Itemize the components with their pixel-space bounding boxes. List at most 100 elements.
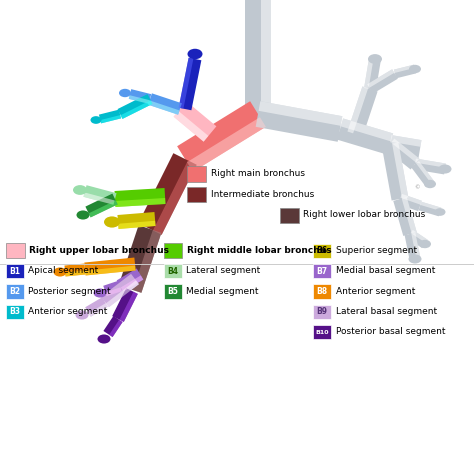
PathPatch shape	[179, 58, 193, 109]
PathPatch shape	[173, 111, 209, 142]
Ellipse shape	[435, 208, 446, 216]
PathPatch shape	[391, 135, 421, 147]
PathPatch shape	[89, 303, 108, 317]
PathPatch shape	[398, 194, 422, 211]
Ellipse shape	[91, 116, 101, 124]
Text: B1: B1	[9, 267, 20, 275]
Text: Right upper lobar bronchus: Right upper lobar bronchus	[29, 246, 169, 255]
PathPatch shape	[103, 281, 122, 296]
PathPatch shape	[64, 264, 85, 276]
PathPatch shape	[392, 143, 409, 199]
Text: Anterior segment: Anterior segment	[336, 287, 415, 295]
Text: Medial basal segment: Medial basal segment	[336, 266, 435, 275]
Text: Lateral segment: Lateral segment	[186, 266, 261, 275]
PathPatch shape	[100, 115, 121, 123]
PathPatch shape	[411, 161, 434, 187]
PathPatch shape	[255, 101, 342, 142]
PathPatch shape	[115, 188, 165, 207]
Text: B7: B7	[316, 267, 328, 275]
PathPatch shape	[118, 212, 155, 229]
PathPatch shape	[120, 100, 153, 119]
Text: Right middle lobar bronchus: Right middle lobar bronchus	[187, 246, 332, 255]
Bar	[164, 284, 182, 299]
PathPatch shape	[411, 233, 420, 259]
Bar	[6, 264, 24, 278]
Ellipse shape	[76, 210, 90, 219]
Text: Superior segment: Superior segment	[336, 246, 417, 255]
PathPatch shape	[364, 58, 381, 90]
Ellipse shape	[54, 267, 66, 276]
Ellipse shape	[419, 240, 431, 248]
PathPatch shape	[118, 225, 161, 293]
Text: Medial segment: Medial segment	[186, 287, 259, 295]
PathPatch shape	[173, 101, 217, 142]
PathPatch shape	[382, 143, 409, 201]
PathPatch shape	[109, 320, 123, 337]
PathPatch shape	[410, 230, 428, 243]
Bar	[313, 325, 331, 339]
PathPatch shape	[337, 118, 393, 155]
PathPatch shape	[89, 201, 118, 218]
Text: B9: B9	[316, 308, 328, 316]
PathPatch shape	[84, 257, 136, 275]
Ellipse shape	[188, 49, 202, 59]
Text: B2: B2	[9, 287, 20, 296]
PathPatch shape	[420, 202, 441, 211]
PathPatch shape	[386, 138, 419, 170]
PathPatch shape	[367, 69, 398, 94]
PathPatch shape	[261, 0, 271, 114]
Text: Right main bronchus: Right main bronchus	[211, 169, 305, 178]
PathPatch shape	[415, 159, 446, 168]
PathPatch shape	[103, 316, 123, 337]
Text: B3: B3	[9, 308, 20, 316]
Ellipse shape	[409, 65, 421, 73]
PathPatch shape	[129, 95, 150, 104]
Bar	[164, 243, 182, 258]
Bar	[164, 264, 182, 278]
Text: Anterior segment: Anterior segment	[28, 307, 108, 316]
PathPatch shape	[179, 58, 201, 110]
PathPatch shape	[148, 93, 182, 115]
Text: Posterior segment: Posterior segment	[28, 287, 111, 295]
PathPatch shape	[177, 101, 266, 172]
PathPatch shape	[85, 265, 136, 275]
PathPatch shape	[119, 292, 138, 322]
PathPatch shape	[99, 109, 121, 123]
PathPatch shape	[414, 159, 446, 174]
PathPatch shape	[85, 297, 108, 317]
Text: Right lower lobar bronchus: Right lower lobar bronchus	[303, 210, 426, 219]
Bar	[280, 208, 299, 223]
Bar	[313, 305, 331, 319]
Bar	[6, 243, 25, 258]
PathPatch shape	[118, 221, 155, 229]
PathPatch shape	[85, 193, 118, 218]
PathPatch shape	[83, 185, 117, 205]
Text: Intermediate bronchus: Intermediate bronchus	[211, 190, 314, 199]
PathPatch shape	[393, 197, 417, 236]
Text: Apical segment: Apical segment	[28, 266, 99, 275]
Bar	[313, 264, 331, 278]
PathPatch shape	[364, 58, 374, 89]
PathPatch shape	[389, 135, 421, 158]
Ellipse shape	[73, 185, 87, 195]
Bar	[313, 284, 331, 299]
Bar	[187, 166, 206, 182]
PathPatch shape	[115, 198, 165, 207]
PathPatch shape	[416, 161, 434, 183]
PathPatch shape	[133, 230, 161, 293]
Ellipse shape	[93, 289, 107, 298]
Text: B8: B8	[316, 287, 328, 296]
Ellipse shape	[438, 164, 452, 173]
Text: B6: B6	[316, 246, 328, 255]
PathPatch shape	[117, 268, 143, 292]
Ellipse shape	[424, 180, 436, 188]
PathPatch shape	[245, 0, 271, 114]
PathPatch shape	[83, 192, 115, 205]
PathPatch shape	[259, 101, 342, 126]
PathPatch shape	[405, 233, 420, 260]
PathPatch shape	[118, 94, 153, 119]
Text: B4: B4	[167, 267, 178, 275]
PathPatch shape	[138, 153, 197, 235]
Text: B10: B10	[315, 330, 328, 335]
PathPatch shape	[401, 194, 422, 205]
